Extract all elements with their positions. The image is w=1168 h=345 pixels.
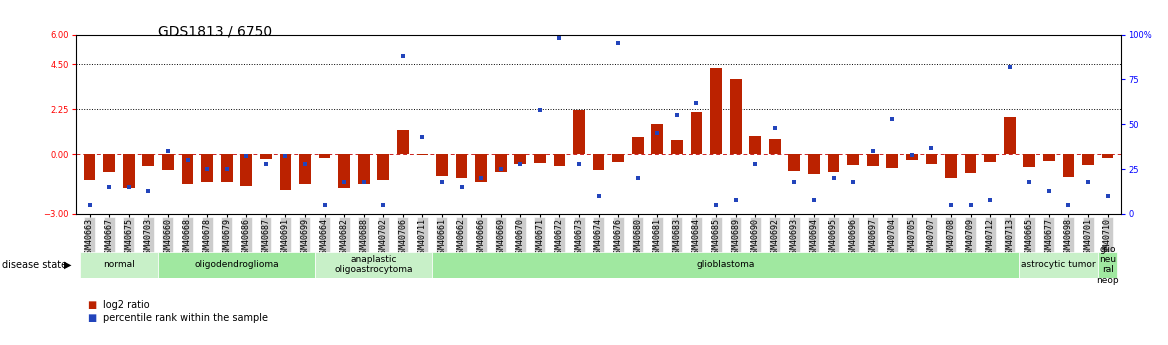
Bar: [357, 154, 369, 184]
Bar: [514, 154, 526, 164]
Bar: [103, 154, 116, 172]
Text: ■: ■: [88, 313, 97, 323]
Bar: [201, 154, 213, 182]
Bar: [475, 154, 487, 182]
Bar: [182, 154, 194, 184]
Bar: [299, 154, 311, 184]
Text: ■: ■: [88, 300, 97, 310]
Bar: [788, 154, 800, 171]
Bar: [652, 124, 663, 154]
Bar: [436, 154, 447, 176]
Bar: [495, 154, 507, 172]
Bar: [847, 154, 858, 165]
Bar: [1043, 154, 1055, 161]
Bar: [906, 154, 918, 160]
Bar: [1101, 154, 1113, 158]
Bar: [965, 154, 976, 173]
Bar: [397, 130, 409, 154]
Text: log2 ratio: log2 ratio: [103, 300, 150, 310]
Bar: [279, 154, 291, 190]
Bar: [573, 110, 585, 154]
Bar: [221, 154, 232, 182]
Bar: [769, 139, 780, 154]
Bar: [162, 154, 174, 170]
Bar: [432, 252, 1020, 278]
Bar: [632, 137, 644, 154]
Bar: [84, 154, 96, 180]
Bar: [79, 252, 158, 278]
Bar: [612, 154, 624, 162]
Bar: [985, 154, 996, 162]
Text: astrocytic tumor: astrocytic tumor: [1021, 260, 1096, 269]
Bar: [1020, 252, 1098, 278]
Bar: [1003, 117, 1015, 154]
Bar: [456, 154, 467, 178]
Bar: [314, 252, 432, 278]
Bar: [260, 154, 272, 159]
Bar: [1098, 252, 1118, 278]
Bar: [925, 154, 937, 164]
Bar: [690, 112, 702, 154]
Bar: [319, 154, 331, 158]
Bar: [808, 154, 820, 174]
Bar: [377, 154, 389, 180]
Bar: [1063, 154, 1075, 177]
Bar: [867, 154, 878, 166]
Text: ▶: ▶: [64, 260, 71, 270]
Bar: [887, 154, 898, 168]
Bar: [710, 68, 722, 154]
Bar: [123, 154, 134, 188]
Text: disease state: disease state: [2, 260, 68, 270]
Bar: [945, 154, 957, 178]
Bar: [241, 154, 252, 186]
Text: percentile rank within the sample: percentile rank within the sample: [103, 313, 267, 323]
Bar: [554, 154, 565, 166]
Bar: [339, 154, 350, 188]
Bar: [142, 154, 154, 166]
Bar: [417, 154, 429, 155]
Bar: [730, 79, 742, 154]
Text: glio
neu
ral
neop: glio neu ral neop: [1097, 245, 1119, 285]
Bar: [592, 154, 605, 170]
Text: normal: normal: [103, 260, 134, 269]
Text: anaplastic
oligoastrocytoma: anaplastic oligoastrocytoma: [334, 255, 412, 275]
Text: oligodendroglioma: oligodendroglioma: [194, 260, 279, 269]
Text: glioblastoma: glioblastoma: [696, 260, 755, 269]
Text: GDS1813 / 6750: GDS1813 / 6750: [158, 24, 272, 38]
Bar: [1082, 154, 1094, 165]
Bar: [534, 154, 545, 163]
Bar: [1023, 154, 1035, 167]
Bar: [750, 136, 762, 154]
Bar: [828, 154, 840, 172]
Bar: [672, 140, 683, 154]
Bar: [158, 252, 314, 278]
